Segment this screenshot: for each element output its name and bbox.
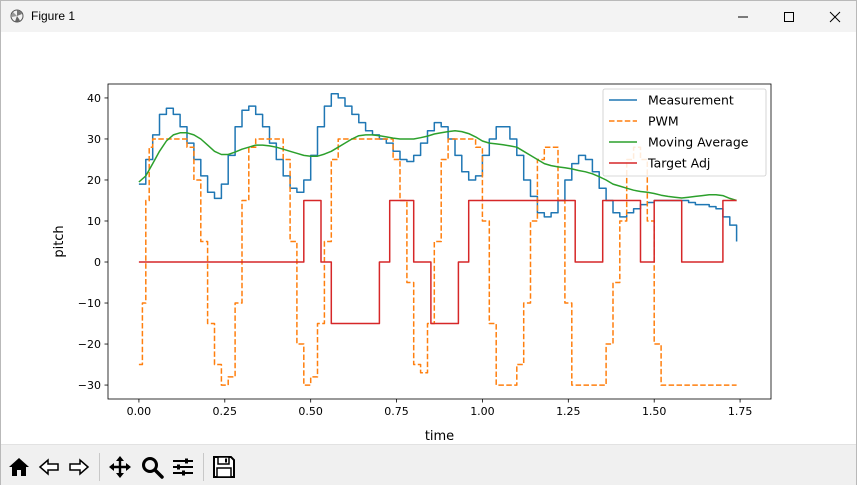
toolbar-separator: [99, 453, 100, 481]
close-icon: [829, 11, 841, 22]
series-line-moving-average: [138, 130, 737, 202]
pan-button[interactable]: [106, 453, 134, 481]
zoom-icon: [142, 457, 164, 479]
subplots-button[interactable]: [169, 453, 197, 481]
y-tick-label: 0: [94, 256, 101, 269]
x-tick-label: 0.00: [127, 405, 152, 418]
home-button[interactable]: [5, 453, 33, 481]
pan-icon: [109, 456, 131, 478]
y-tick-label: −20: [78, 338, 101, 351]
back-button[interactable]: [35, 453, 63, 481]
matplotlib-icon: [10, 9, 24, 23]
y-tick-label: 30: [87, 133, 101, 146]
save-icon: [213, 456, 235, 478]
back-icon: [38, 458, 59, 476]
plot-frame: [107, 83, 772, 400]
window-title: Figure 1: [31, 9, 76, 23]
y-tick-label: 20: [87, 174, 101, 187]
y-tick-label: 10: [87, 215, 101, 228]
x-tick-label: 1.00: [470, 405, 495, 418]
navigation-toolbar: [1, 444, 856, 485]
title-bar[interactable]: Figure 1: [1, 1, 856, 32]
line-chart: 0.00 0.25 0.50 0.75 1.00 1.25 1.50 1.75 −30 −20 −1…: [52, 83, 772, 444]
x-tick-label: 0.25: [213, 405, 238, 418]
series-line-measurement: [138, 93, 738, 242]
x-tick-label: 0.75: [384, 405, 409, 418]
maximize-button[interactable]: [766, 1, 812, 32]
maximize-icon: [784, 11, 794, 22]
legend-label-moving-average: Moving Average: [648, 135, 749, 150]
toolbar-separator: [203, 453, 204, 481]
y-tick-label: −10: [78, 297, 101, 310]
x-tick-label: 1.25: [556, 405, 581, 418]
forward-icon: [69, 458, 90, 476]
zoom-button[interactable]: [138, 453, 166, 481]
save-button[interactable]: [210, 453, 238, 481]
figure-canvas[interactable]: 0.00 0.25 0.50 0.75 1.00 1.25 1.50 1.75 −30 −20 −1…: [1, 32, 856, 444]
legend-label-pwm: PWM: [648, 114, 679, 129]
x-axis-label: time: [425, 429, 454, 444]
forward-button[interactable]: [65, 453, 93, 481]
home-icon: [9, 458, 29, 476]
y-axis-label: pitch: [52, 225, 67, 257]
subplots-icon: [173, 458, 193, 476]
y-tick-label: −30: [78, 379, 101, 392]
x-tick-label: 1.50: [642, 405, 667, 418]
minimize-button[interactable]: [720, 1, 766, 32]
legend-label-measurement: Measurement: [648, 93, 734, 108]
series-line-target-adj: [138, 199, 737, 325]
x-tick-label: 1.75: [728, 405, 753, 418]
legend: Measurement PWM Moving Average Target Adj: [602, 88, 767, 177]
x-tick-label: 0.50: [298, 405, 323, 418]
close-button[interactable]: [812, 1, 857, 32]
y-tick-label: 40: [87, 92, 101, 105]
minimize-icon: [738, 16, 748, 17]
legend-label-target-adj: Target Adj: [647, 156, 710, 171]
legend-box: [602, 88, 767, 177]
